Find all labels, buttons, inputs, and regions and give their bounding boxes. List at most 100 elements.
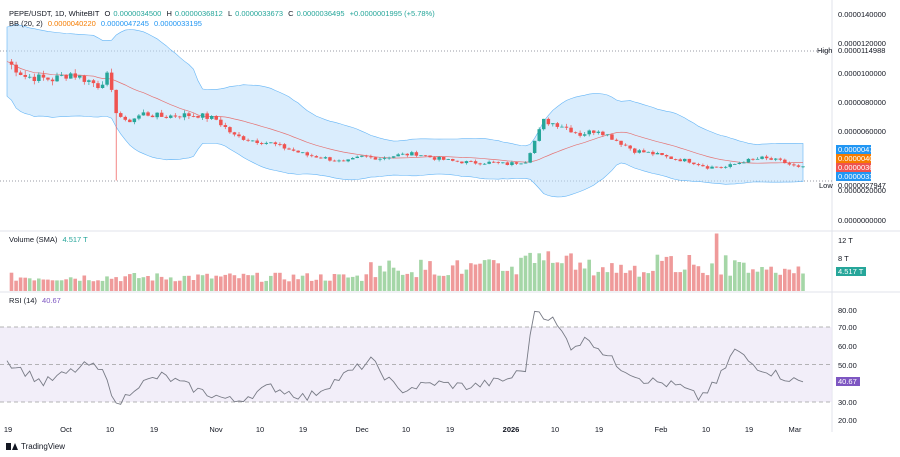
candle-body — [596, 131, 601, 133]
volume-bar — [23, 277, 27, 291]
volume-bar — [455, 260, 460, 291]
candles[interactable] — [9, 59, 805, 181]
volume-bar — [587, 259, 591, 291]
volume-bar — [523, 255, 528, 291]
volume-bar — [173, 281, 178, 291]
close-price-tag: 0.0000036495 — [836, 163, 886, 172]
tradingview-logo[interactable]: TradingView — [6, 442, 65, 451]
volume-bar — [150, 280, 155, 291]
time-axis[interactable]: 19 Oct 10 19 Nov 10 19 Dec 10 19 2026 10 19 Feb 10 19 Ma… — [4, 425, 802, 434]
volume-bar — [432, 274, 437, 291]
candle-body — [173, 115, 178, 117]
candle-body — [351, 158, 355, 160]
volume-bar — [14, 280, 18, 291]
candle-body — [296, 150, 300, 153]
candle-body — [764, 156, 769, 159]
candle-body — [159, 112, 164, 117]
volume-bar — [296, 279, 300, 291]
candle-body — [59, 75, 64, 76]
candle-body — [551, 123, 555, 125]
candle-body — [769, 158, 773, 160]
volume-bar — [655, 254, 660, 291]
volume-bar — [701, 272, 705, 291]
bollinger-bands — [6, 24, 804, 198]
bb-lower-value: 0.0000033195 — [153, 19, 202, 28]
rsi-tick-80: 80.00 — [838, 306, 857, 315]
candle-body — [419, 155, 423, 157]
candle-body — [73, 73, 77, 78]
volume-bar — [323, 280, 328, 291]
candle-body — [310, 155, 314, 157]
volume-bar — [332, 274, 337, 291]
candle-body — [282, 144, 287, 149]
tradingview-logo-icon — [6, 443, 18, 450]
volume-bar — [537, 253, 541, 291]
price-tick-0: 0.0000140000 — [838, 10, 886, 19]
volume-bar — [187, 275, 191, 291]
volume-bar — [164, 279, 168, 291]
symbol-name[interactable]: PEPE/USDT, 1D, WhiteBIT — [9, 9, 100, 18]
candle-body — [255, 140, 259, 143]
candle-body — [573, 132, 578, 134]
volume-bar — [637, 276, 641, 291]
volume-bar — [596, 271, 601, 291]
volume-label[interactable]: Volume (SMA) — [9, 235, 58, 244]
volume-bar — [787, 269, 792, 291]
candle-body — [660, 153, 664, 155]
candle-body — [373, 157, 378, 160]
candle-body — [696, 164, 701, 166]
volume-bar — [696, 266, 701, 291]
rsi-value: 40.67 — [42, 296, 61, 305]
volume-bar — [664, 256, 669, 291]
close-key: C — [288, 9, 294, 18]
volume-bar — [273, 272, 278, 291]
candle-body — [710, 166, 714, 169]
volume-bar — [59, 280, 64, 291]
open-value: 0.0000034500 — [113, 9, 162, 18]
volume-bar — [118, 281, 123, 291]
volume-bars[interactable] — [9, 233, 805, 292]
price-tick-2: 0.0000100000 — [838, 69, 886, 78]
candle-body — [178, 116, 182, 118]
bb-label[interactable]: BB (20, 2) — [9, 19, 43, 28]
candle-body — [328, 157, 332, 161]
volume-bar — [78, 280, 82, 291]
volume-value: 4.517 T — [62, 235, 88, 244]
candle-body — [487, 161, 491, 164]
candle-body — [341, 160, 346, 162]
volume-bar — [569, 253, 573, 291]
candle-body — [237, 134, 241, 137]
volume-bar — [564, 255, 569, 291]
candle-body — [482, 163, 487, 165]
volume-bar — [628, 270, 632, 291]
candle-body — [505, 162, 510, 165]
volume-bar — [269, 275, 273, 291]
rsi-label[interactable]: RSI (14) — [9, 296, 37, 305]
candle-body — [523, 162, 528, 164]
volume-bar — [255, 272, 259, 291]
candle-body — [109, 72, 114, 90]
rsi-line[interactable] — [6, 310, 804, 405]
candle-body — [64, 75, 68, 79]
volume-bar — [714, 233, 719, 291]
candle-body — [191, 116, 196, 117]
volume-bar — [200, 275, 205, 291]
volume-bar — [373, 277, 378, 291]
candle-body — [569, 127, 573, 133]
candle-body — [455, 160, 460, 162]
volume-bar — [510, 266, 514, 291]
candle-body — [382, 157, 387, 159]
volume-bar — [91, 281, 96, 291]
volume-bar — [469, 263, 473, 291]
candle-body — [492, 161, 496, 163]
volume-bar — [287, 281, 291, 291]
candle-body — [128, 119, 132, 123]
high-key: H — [166, 9, 172, 18]
volume-bar — [182, 275, 187, 291]
open-key: O — [104, 9, 111, 18]
candle-body — [728, 164, 732, 167]
candle-body — [360, 155, 364, 157]
volume-bar — [446, 275, 450, 291]
volume-bar — [505, 270, 510, 291]
